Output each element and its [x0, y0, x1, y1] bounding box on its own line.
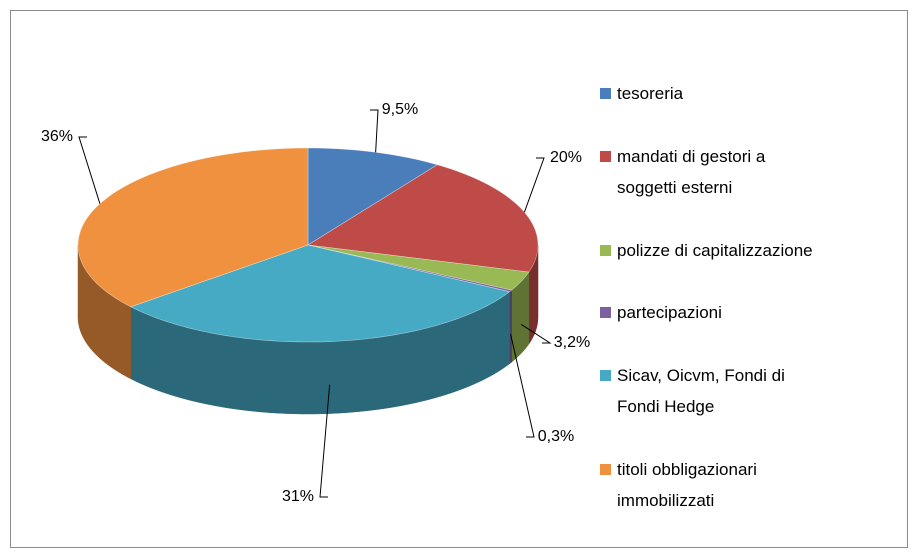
legend-label: polizze di capitalizzazione [617, 240, 813, 260]
legend-swatch [600, 370, 611, 382]
legend-label: tesoreria [617, 83, 684, 103]
slice [307, 244, 530, 291]
slice [130, 244, 511, 343]
legend-item: polizze di capitalizzazione [600, 235, 900, 266]
data-label: 36% [41, 128, 73, 145]
leader-line [78, 136, 101, 204]
legend-swatch [600, 307, 611, 319]
legend-item: partecipazioni [600, 297, 900, 328]
legend-item: Sicav, Oicvm, Fondi di Fondi Hedge [600, 360, 900, 422]
leader-line [510, 334, 535, 438]
legend-swatch [600, 87, 611, 99]
leader-line [523, 157, 545, 213]
legend-item: mandati di gestori a soggetti esterni [600, 141, 900, 203]
data-label: 20% [550, 149, 582, 166]
leader-line [370, 109, 379, 153]
slice [307, 164, 539, 273]
data-label: 3,2% [554, 334, 590, 351]
legend-swatch [600, 244, 611, 256]
slice-side [509, 289, 512, 365]
legend-label: partecipazioni [617, 303, 722, 323]
leader-line [319, 384, 331, 498]
legend-label: Sicav, Oicvm, Fondi di Fondi Hedge [617, 366, 785, 417]
legend: tesoreria mandati di gestori a soggetti e… [600, 62, 900, 532]
data-label: 9,5% [382, 101, 418, 118]
legend-item: tesoreria [600, 78, 900, 109]
leader-line [521, 324, 552, 344]
data-label: 31% [282, 488, 314, 505]
legend-label: titoli obbligazionari immobilizzati [617, 460, 757, 511]
legend-label: mandati di gestori a soggetti esterni [617, 146, 766, 197]
legend-swatch [600, 150, 611, 162]
legend-item: titoli obbligazionari immobilizzati [600, 454, 900, 516]
data-label: 0,3% [538, 428, 574, 445]
slice [77, 147, 309, 308]
legend-swatch [600, 464, 611, 476]
